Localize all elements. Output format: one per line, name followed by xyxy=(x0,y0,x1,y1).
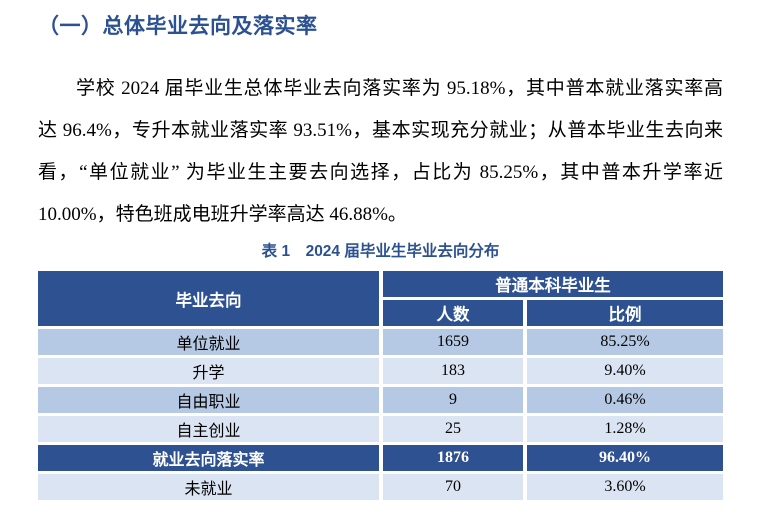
paragraph-line: 10.00%，特色班成电班升学率高达 46.88%。 xyxy=(38,204,407,225)
cell-ratio: 9.40% xyxy=(527,358,723,384)
graduation-destination-table: 毕业去向 普通本科毕业生 人数 比例 单位就业 1659 85.25% 升学 1… xyxy=(34,268,727,503)
cell-count: 183 xyxy=(383,358,523,384)
cell-ratio: 1.28% xyxy=(527,416,723,442)
cell-destination: 未就业 xyxy=(38,474,379,500)
body-paragraph: 学校 2024 届毕业生总体毕业去向落实率为 95.18%，其中普本就业落实率高… xyxy=(38,68,723,236)
cell-count: 25 xyxy=(383,416,523,442)
cell-ratio: 85.25% xyxy=(527,329,723,355)
paragraph-line: 达 96.4%，专升本就业落实率 93.51%，基本实现充分就业；从普本毕业生去… xyxy=(38,120,723,141)
paragraph-line: 学校 2024 届毕业生总体毕业去向落实率为 95.18%，其中普本就业落实率高 xyxy=(76,78,723,99)
cell-destination: 升学 xyxy=(38,358,379,384)
table-row-total: 就业去向落实率 1876 96.40% xyxy=(38,445,723,471)
cell-count: 9 xyxy=(383,387,523,413)
col-header-count: 人数 xyxy=(383,300,523,326)
col-header-group: 普通本科毕业生 xyxy=(383,271,723,297)
table-header-row-1: 毕业去向 普通本科毕业生 xyxy=(38,271,723,326)
table-row: 自主创业 25 1.28% xyxy=(38,416,723,442)
cell-ratio: 0.46% xyxy=(527,387,723,413)
col-header-destination: 毕业去向 xyxy=(38,271,379,326)
section-heading: （一）总体毕业去向及落实率 xyxy=(38,15,318,38)
table-row: 未就业 70 3.60% xyxy=(38,474,723,500)
cell-destination: 就业去向落实率 xyxy=(38,445,379,471)
cell-count: 70 xyxy=(383,474,523,500)
cell-destination: 单位就业 xyxy=(38,329,379,355)
cell-ratio: 3.60% xyxy=(527,474,723,500)
cell-destination: 自由职业 xyxy=(38,387,379,413)
table-caption: 表 1 2024 届毕业生毕业去向分布 xyxy=(261,243,500,260)
table-header-row-2: 人数 比例 xyxy=(38,300,723,326)
cell-count: 1659 xyxy=(383,329,523,355)
table-row: 单位就业 1659 85.25% xyxy=(38,329,723,355)
cell-destination: 自主创业 xyxy=(38,416,379,442)
cell-ratio: 96.40% xyxy=(527,445,723,471)
table-row: 升学 183 9.40% xyxy=(38,358,723,384)
paragraph-line: 看，“单位就业” 为毕业生主要去向选择，占比为 85.25%，其中普本升学率近 xyxy=(38,162,723,183)
col-header-ratio: 比例 xyxy=(527,300,723,326)
table-row: 自由职业 9 0.46% xyxy=(38,387,723,413)
cell-count: 1876 xyxy=(383,445,523,471)
